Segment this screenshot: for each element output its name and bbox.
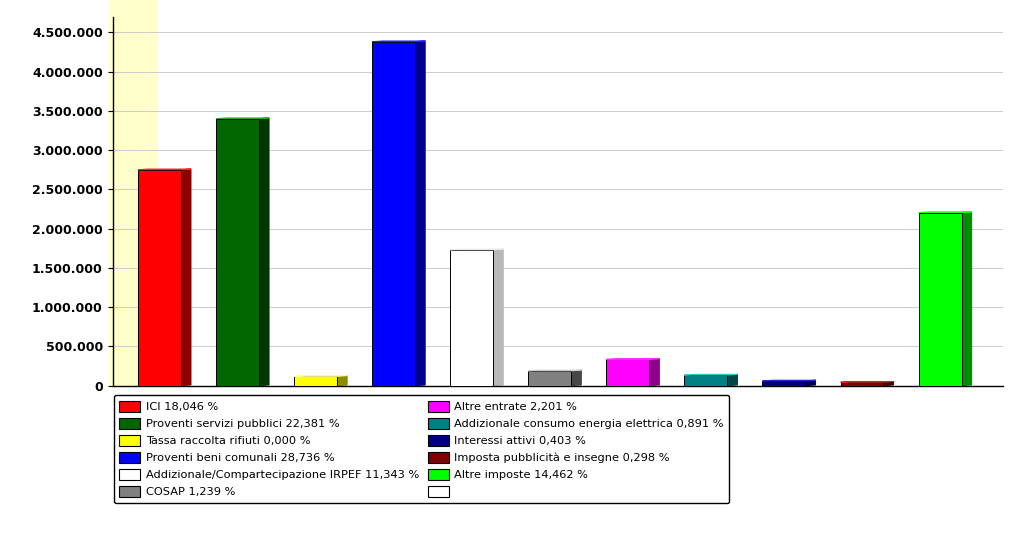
Polygon shape (181, 169, 191, 386)
Polygon shape (450, 249, 503, 250)
Polygon shape (684, 374, 738, 375)
Polygon shape (259, 118, 269, 386)
Polygon shape (962, 212, 972, 386)
Bar (294, 376, 337, 386)
Polygon shape (337, 376, 347, 386)
Bar (216, 118, 259, 386)
Bar (450, 250, 493, 386)
Polygon shape (762, 380, 815, 381)
Bar (138, 170, 181, 386)
Polygon shape (841, 381, 894, 382)
Bar (607, 359, 650, 386)
Polygon shape (493, 249, 503, 386)
Polygon shape (415, 41, 426, 386)
Polygon shape (528, 370, 581, 371)
Polygon shape (571, 370, 581, 386)
Polygon shape (650, 359, 660, 386)
Polygon shape (805, 380, 815, 386)
Bar (919, 213, 962, 386)
Legend: ICI 18,046 %, Proventi servizi pubblici 22,381 %, Tassa raccolta rifiuti 0,000 %: ICI 18,046 %, Proventi servizi pubblici … (114, 395, 729, 503)
Bar (762, 381, 805, 386)
Bar (372, 42, 415, 386)
Polygon shape (919, 212, 972, 213)
Polygon shape (138, 169, 191, 170)
Bar (684, 375, 727, 386)
Polygon shape (372, 41, 426, 42)
Bar (528, 371, 571, 386)
Polygon shape (727, 374, 738, 386)
Bar (108, 0, 158, 386)
Polygon shape (884, 381, 894, 386)
Bar (841, 382, 884, 386)
